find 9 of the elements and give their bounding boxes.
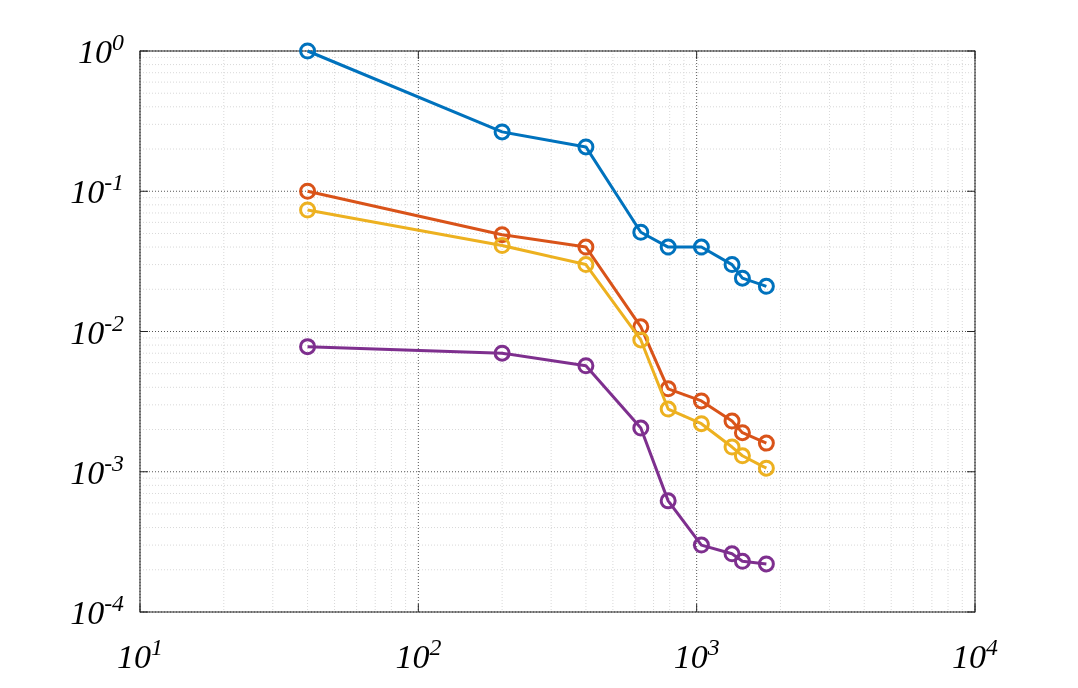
x-tick-label: 10$^{1}$: [117, 634, 163, 675]
y-tick-label: 10$^{-4}$: [70, 590, 125, 631]
x-tick-label: 10$^{4}$: [952, 634, 999, 675]
x-tick-label: 10$^{2}$: [395, 634, 442, 675]
y-tick-label: 10$^{-3}$: [70, 449, 125, 491]
y-tick-label: 10$^{0}$: [78, 29, 125, 70]
y-tick-label: 10$^{-2}$: [70, 309, 125, 351]
x-tick-label: 10$^{3}$: [673, 634, 720, 675]
y-tick-label: 10$^{-1}$: [70, 169, 124, 211]
